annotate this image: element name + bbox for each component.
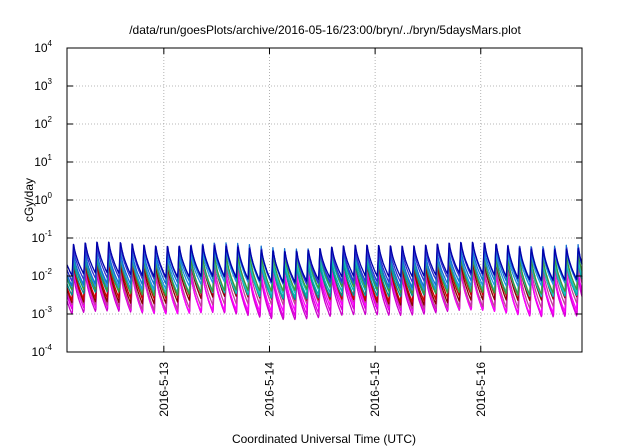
y-tick-label: 10-1	[32, 229, 53, 245]
x-tick-label: 2016-5-15	[368, 362, 382, 417]
plot-frame	[66, 47, 583, 353]
x-axis-label: Coordinated Universal Time (UTC)	[232, 432, 416, 446]
y-tick-label: 10-3	[32, 305, 53, 321]
series-line	[66, 241, 583, 283]
x-tick-label: 2016-5-16	[474, 362, 488, 417]
y-tick-label: 10-4	[32, 343, 53, 359]
y-tick-labels: 10-4 10-3 10-2 10-1 100 101 102 103 104	[32, 39, 53, 359]
x-tick-label: 2016-5-13	[157, 362, 171, 417]
y-tick-label: 104	[34, 39, 52, 55]
axis-ticks	[67, 47, 582, 353]
series-layer	[66, 241, 583, 321]
chart-title: /data/run/goesPlots/archive/2016-05-16/2…	[129, 23, 521, 37]
x-tick-label: 2016-5-14	[262, 362, 276, 417]
y-tick-label: 100	[34, 191, 52, 207]
y-axis-label: cGy/day	[22, 178, 36, 222]
y-tick-label: 102	[34, 115, 52, 131]
x-tick-labels: 2016-5-13 2016-5-14 2016-5-15 2016-5-16	[157, 362, 488, 417]
y-tick-label: 10-2	[32, 267, 53, 283]
y-tick-label: 101	[34, 153, 52, 169]
grid	[67, 48, 582, 352]
y-tick-label: 103	[34, 77, 52, 93]
